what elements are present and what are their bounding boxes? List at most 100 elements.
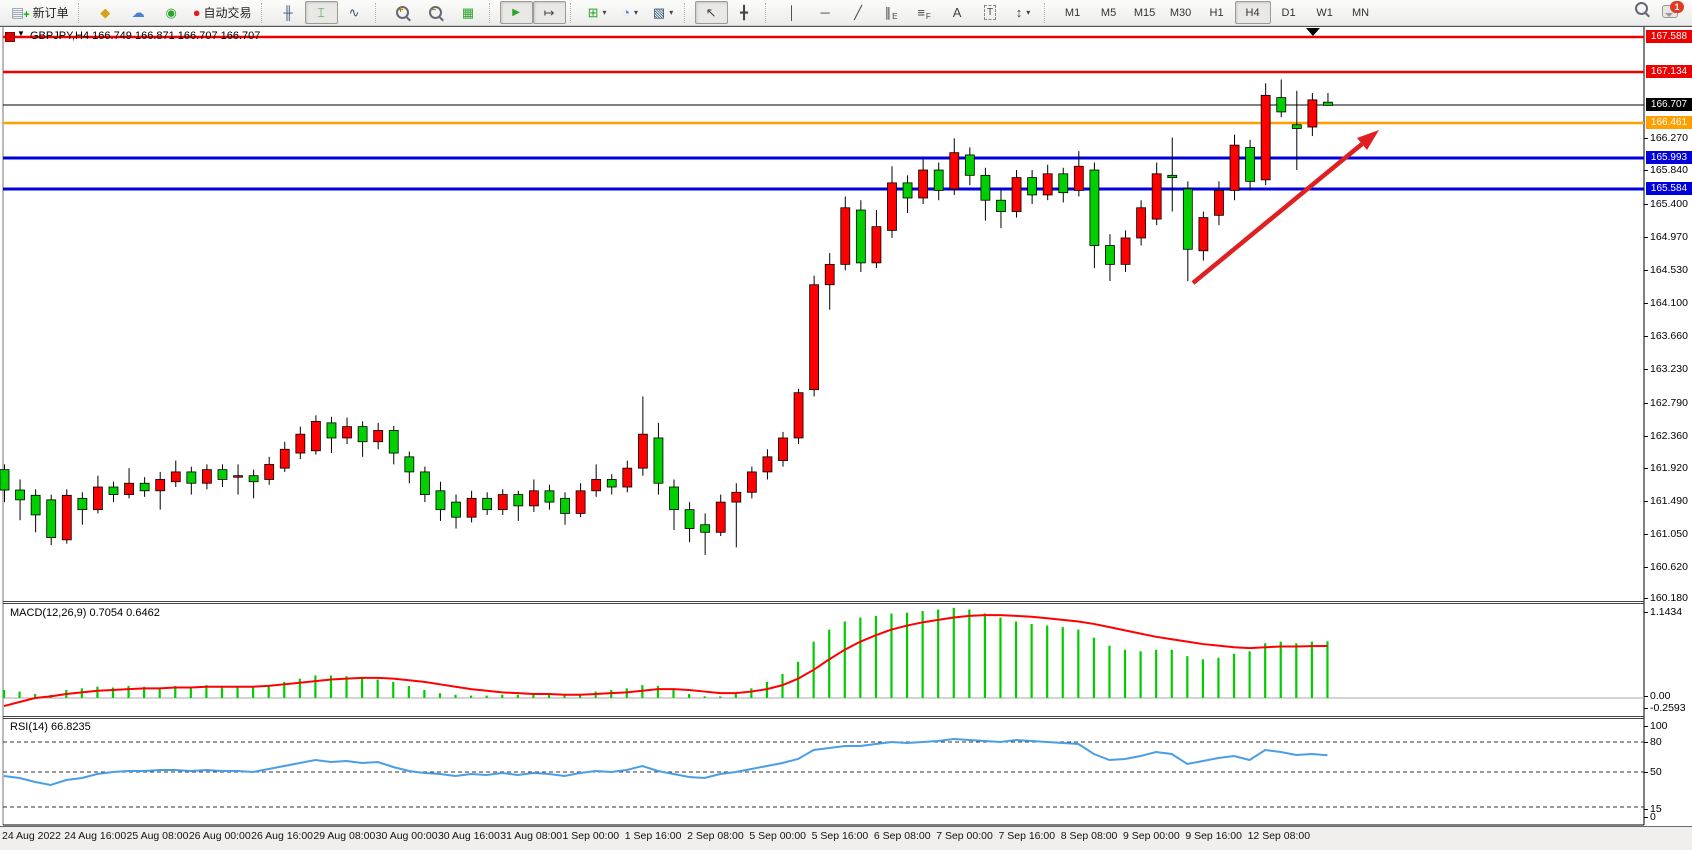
text-label-icon: T [984, 5, 997, 20]
new-order-button[interactable]: ▤ + 新订单 [6, 1, 74, 24]
templates-icon: ▧ [652, 5, 666, 20]
search-button[interactable] [1635, 2, 1648, 20]
toolbar-right-group: 1 [1635, 0, 1684, 20]
time-axis-label: 6 Sep 08:00 [873, 830, 931, 842]
time-axis-label: 5 Sep 00:00 [749, 830, 806, 842]
auto-scroll-button[interactable]: ▶ [499, 1, 533, 24]
price-level-badge: 166.707 [1646, 98, 1692, 111]
rsi-tick-label: 100 [1644, 720, 1668, 732]
macd-tick-label: 1.1434 [1643, 606, 1683, 618]
tab-timeframe-m5[interactable]: M5 [1100, 6, 1117, 19]
zoom-out-icon: − [428, 5, 442, 19]
time-axis-label: 5 Sep 16:00 [811, 830, 869, 842]
navigator-button[interactable]: ☁ [122, 1, 155, 24]
chart-shift-button[interactable]: ↦ [532, 1, 566, 24]
candles [0, 79, 1333, 555]
chart-shift-marker [1306, 28, 1320, 36]
price-tick-label: 162.790 [1644, 397, 1688, 409]
line-chart-button[interactable]: ∿ [338, 1, 371, 24]
autotrading-button[interactable]: ● 自动交易 [188, 1, 257, 24]
tab-timeframe-h1[interactable]: H1 [1209, 6, 1224, 19]
macd-panel [2, 607, 1644, 708]
tab-timeframe-d1[interactable]: D1 [1281, 6, 1296, 19]
tab-timeframe-m1[interactable]: M1 [1064, 6, 1081, 19]
time-axis-label: 24 Aug 16:00 [64, 830, 127, 842]
arrows-button[interactable]: ↕ ▾ [1007, 1, 1040, 24]
chevron-down-icon[interactable]: ▼ [17, 29, 25, 38]
price-level-badge: 165.993 [1646, 151, 1692, 164]
chart-shift-icon: ↦ [543, 5, 555, 20]
text-button[interactable]: A [941, 1, 974, 24]
toolbar-separator [77, 2, 86, 23]
equidistant-channel-button[interactable]: ∥ E [875, 1, 908, 24]
crosshair-button[interactable]: ╋ [728, 1, 761, 24]
time-axis-label: 26 Aug 00:00 [188, 830, 251, 842]
zoom-out-button[interactable]: − [419, 1, 452, 24]
zoom-in-icon: + [395, 5, 409, 19]
signals-button[interactable]: ◉ [155, 1, 188, 24]
text-label-button[interactable]: T [974, 1, 1007, 24]
time-axis-label: 24 Aug 2022 [2, 830, 61, 842]
time-axis-label: 9 Sep 16:00 [1185, 830, 1242, 842]
chevron-down-icon: ▾ [1026, 8, 1031, 17]
rsi-tick-label: 80 [1644, 736, 1662, 748]
search-icon [1635, 2, 1648, 15]
horizontal-line-button[interactable]: ─ [809, 1, 842, 24]
vertical-line-button[interactable]: │ [776, 1, 809, 24]
time-axis-label: 31 Aug 08:00 [500, 830, 563, 842]
toolbar-separator [683, 2, 692, 23]
trendline-button[interactable]: ╱ [842, 1, 875, 24]
tab-timeframe-h4[interactable]: H4 [1234, 1, 1271, 24]
signals-icon: ◉ [165, 5, 177, 20]
clock-icon: ◔ [622, 5, 630, 20]
time-axis-label: 7 Sep 00:00 [936, 830, 993, 842]
zoom-in-button[interactable]: + [386, 1, 419, 24]
one-click-trading-icon[interactable] [5, 32, 15, 42]
time-axis-label: 30 Aug 00:00 [375, 830, 438, 842]
candlestick-icon: ⌶ [317, 5, 325, 20]
tab-timeframe-w1[interactable]: W1 [1316, 6, 1333, 19]
toolbar-separator [764, 2, 773, 23]
macd-label: MACD(12,26,9) 0.7054 0.6462 [8, 607, 162, 619]
chevron-down-icon: ▾ [602, 8, 607, 17]
line-chart-icon: ∿ [348, 5, 360, 20]
tab-timeframe-mn[interactable]: MN [1352, 6, 1370, 19]
chart-window[interactable] [0, 26, 1692, 849]
notifications-button[interactable]: 1 [1662, 0, 1684, 18]
cursor-button[interactable]: ↖ [694, 1, 728, 24]
price-level-lines [3, 35, 1644, 191]
time-axis-label: 12 Sep 08:00 [1247, 830, 1311, 842]
price-tick-label: 166.270 [1644, 132, 1688, 144]
metaeditor-button[interactable]: ◆ [89, 1, 122, 24]
price-tick-label: 165.840 [1644, 164, 1688, 176]
bar-chart-button[interactable]: ╫ [272, 1, 305, 24]
rsi-tick-label: 15 [1644, 803, 1662, 815]
tab-timeframe-m30[interactable]: M30 [1169, 6, 1192, 19]
notification-badge: 1 [1670, 0, 1684, 13]
main-toolbar: ▤ + 新订单 ◆ ☁ ◉ ● 自动交易 ╫ ⌶ ∿ + − ▦ ▶ ↦ ⊞ ▾ [0, 0, 1692, 26]
price-tick-label: 161.490 [1644, 495, 1688, 507]
toolbar-separator [260, 2, 269, 23]
price-tick-label: 163.660 [1644, 330, 1688, 342]
price-tick-label: 163.230 [1644, 363, 1688, 375]
price-tick-label: 165.400 [1644, 198, 1688, 210]
periods-button[interactable]: ◔ ▾ [614, 1, 647, 24]
navigator-icon: ☁ [131, 5, 145, 20]
toolbar-separator [488, 2, 497, 23]
templates-button[interactable]: ▧ ▾ [647, 1, 680, 24]
time-axis-label: 1 Sep 16:00 [624, 830, 682, 842]
indicators-button[interactable]: ⊞ ▾ [581, 1, 614, 24]
tile-windows-button[interactable]: ▦ [452, 1, 485, 24]
tab-timeframe-m15[interactable]: M15 [1133, 6, 1156, 19]
trendline-icon: ╱ [854, 5, 862, 20]
fibonacci-icon: ≡ [917, 5, 925, 20]
crosshair-icon: ╋ [740, 5, 748, 20]
candlestick-button[interactable]: ⌶ [304, 1, 338, 24]
chart-canvas[interactable] [0, 26, 1692, 849]
auto-scroll-icon: ▶ [512, 7, 520, 18]
fibonacci-sub-label: F [925, 11, 931, 21]
time-axis-strip [0, 826, 1692, 850]
chevron-down-icon: ▾ [669, 8, 674, 17]
fibonacci-button[interactable]: ≡ F [908, 1, 941, 24]
toolbar-separator [569, 2, 578, 23]
